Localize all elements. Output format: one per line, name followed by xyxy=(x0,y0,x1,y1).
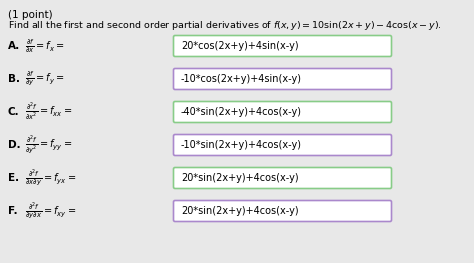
FancyBboxPatch shape xyxy=(173,102,392,123)
Text: $\frac{\partial^2 f}{\partial x\partial y} = f_{yx} =$: $\frac{\partial^2 f}{\partial x\partial … xyxy=(25,168,76,188)
Text: 20*sin(2x+y)+4cos(x-y): 20*sin(2x+y)+4cos(x-y) xyxy=(181,206,299,216)
Text: C.: C. xyxy=(8,107,19,117)
Text: F.: F. xyxy=(8,206,18,216)
Text: $\frac{\partial^2 f}{\partial y\partial x} = f_{xy} =$: $\frac{\partial^2 f}{\partial y\partial … xyxy=(25,201,76,221)
Text: -10*cos(2x+y)+4sin(x-y): -10*cos(2x+y)+4sin(x-y) xyxy=(181,74,302,84)
Text: Find all the first and second order partial derivatives of $f(x, y) = 10\sin(2x : Find all the first and second order part… xyxy=(8,19,442,32)
FancyBboxPatch shape xyxy=(173,68,392,89)
Text: 20*cos(2x+y)+4sin(x-y): 20*cos(2x+y)+4sin(x-y) xyxy=(181,41,299,51)
FancyBboxPatch shape xyxy=(173,168,392,189)
Text: D.: D. xyxy=(8,140,21,150)
Text: (1 point): (1 point) xyxy=(8,10,53,20)
Text: -40*sin(2x+y)+4cos(x-y): -40*sin(2x+y)+4cos(x-y) xyxy=(181,107,302,117)
Text: 20*sin(2x+y)+4cos(x-y): 20*sin(2x+y)+4cos(x-y) xyxy=(181,173,299,183)
Text: $\frac{\partial f}{\partial y} = f_y =$: $\frac{\partial f}{\partial y} = f_y =$ xyxy=(25,70,64,88)
Text: B.: B. xyxy=(8,74,20,84)
Text: $\frac{\partial^2 f}{\partial x^2} = f_{xx} =$: $\frac{\partial^2 f}{\partial x^2} = f_{… xyxy=(25,102,72,123)
Text: A.: A. xyxy=(8,41,20,51)
Text: -10*sin(2x+y)+4cos(x-y): -10*sin(2x+y)+4cos(x-y) xyxy=(181,140,302,150)
Text: $\frac{\partial^2 f}{\partial y^2} = f_{yy} =$: $\frac{\partial^2 f}{\partial y^2} = f_{… xyxy=(25,134,72,156)
FancyBboxPatch shape xyxy=(173,36,392,57)
FancyBboxPatch shape xyxy=(173,134,392,155)
Text: E.: E. xyxy=(8,173,19,183)
Text: $\frac{\partial f}{\partial x} = f_x =$: $\frac{\partial f}{\partial x} = f_x =$ xyxy=(25,37,64,55)
FancyBboxPatch shape xyxy=(173,200,392,221)
